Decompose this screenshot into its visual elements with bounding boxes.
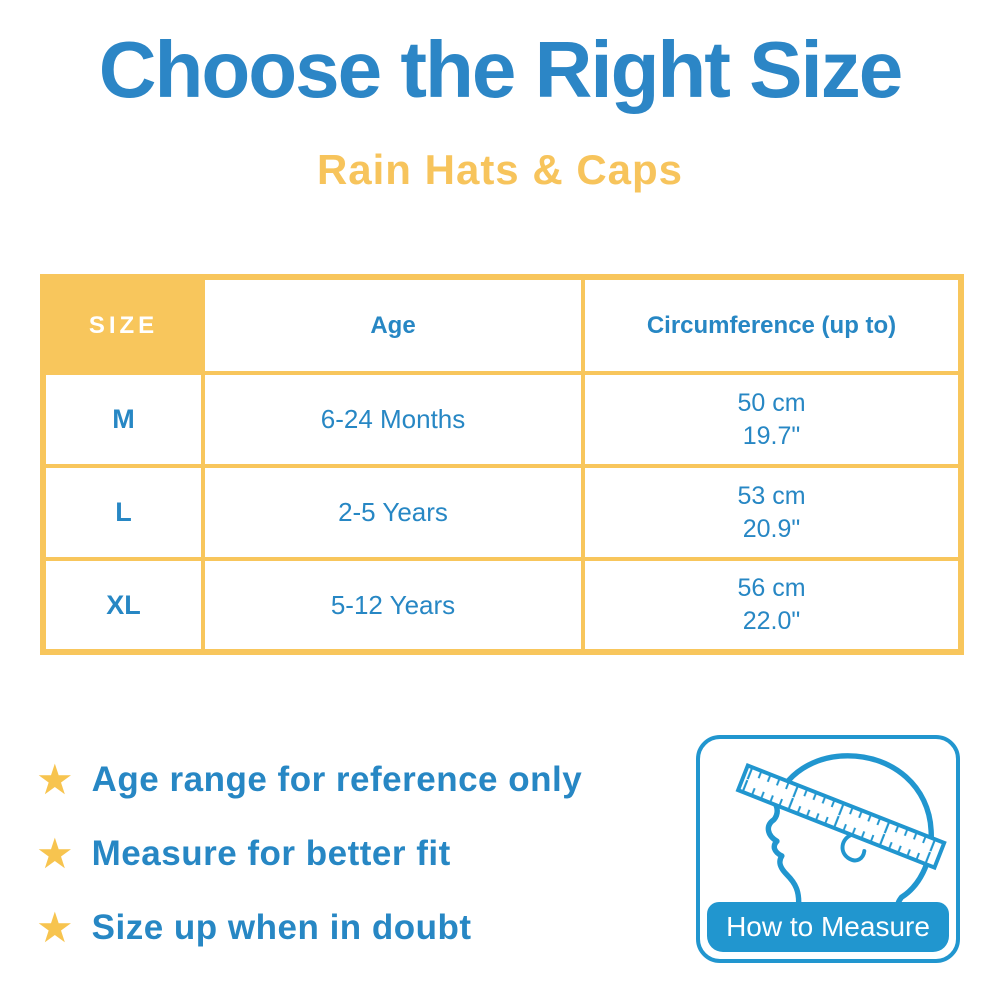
note-text: Measure for better fit: [91, 834, 451, 873]
age-value: 6-24 Months: [201, 371, 585, 468]
star-icon: ★: [36, 755, 74, 804]
note-item: ★ Measure for better fit: [36, 830, 582, 878]
circumference-value: 50 cm 19.7": [581, 371, 963, 468]
column-header-circumference: Circumference (up to): [581, 275, 963, 375]
table-row-xl: XL 5-12 Years 56 cm 22.0": [41, 557, 963, 654]
star-icon: ★: [36, 903, 74, 952]
notes-list: ★ Age range for reference only ★ Measure…: [36, 756, 582, 978]
size-value: L: [41, 464, 205, 561]
circumference-inches: 20.9": [742, 514, 801, 543]
head-measurement-illustration: [735, 753, 947, 906]
age-value: 2-5 Years: [201, 464, 585, 561]
ear-outline: [840, 832, 867, 863]
table-header-row: SIZE Age Circumference (up to): [41, 275, 963, 375]
circumference-cm: 53 cm: [737, 481, 806, 510]
note-item: ★ Age range for reference only: [36, 756, 582, 804]
age-value: 5-12 Years: [201, 557, 585, 654]
column-header-size: SIZE: [41, 275, 205, 375]
circumference-cm: 56 cm: [737, 574, 806, 602]
circumference-inches: 22.0": [742, 607, 801, 635]
size-value: M: [41, 371, 205, 468]
circumference-inches: 19.7": [742, 421, 801, 450]
page-subtitle: Rain Hats & Caps: [316, 146, 684, 193]
table-row-l: L 2-5 Years 53 cm 20.9": [41, 464, 963, 561]
circumference-cm: 50 cm: [737, 388, 806, 417]
how-to-measure-label: How to Measure: [707, 902, 949, 952]
how-to-measure-card: How to Measure: [696, 735, 960, 963]
table-row-m: M 6-24 Months 50 cm 19.7": [41, 371, 963, 468]
size-table: SIZE Age Circumference (up to) M 6-24 Mo…: [40, 274, 964, 655]
note-item: ★ Size up when in doubt: [36, 904, 582, 952]
circumference-value: 53 cm 20.9": [581, 464, 963, 561]
star-icon: ★: [36, 829, 74, 878]
circumference-value: 56 cm 22.0": [581, 557, 963, 654]
note-text: Size up when in doubt: [91, 908, 472, 947]
measuring-tape: [735, 762, 947, 871]
page-title: Choose the Right Size: [98, 25, 904, 114]
size-value: XL: [41, 557, 205, 654]
note-text: Age range for reference only: [91, 760, 583, 799]
column-header-age: Age: [201, 275, 585, 375]
